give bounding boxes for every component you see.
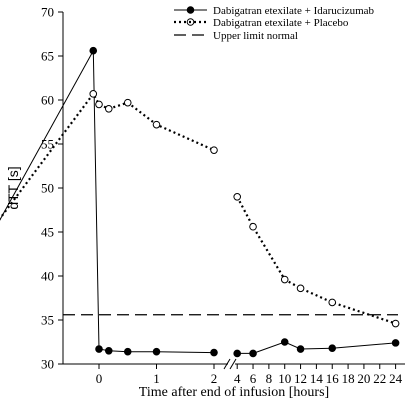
data-point-placebo	[123, 98, 132, 107]
x-tick-label: 24	[389, 371, 403, 386]
legend: Dabigatran etexilate + Idarucizumab Dabi…	[174, 5, 375, 42]
legend-label-upper-limit: Upper limit normal	[213, 30, 298, 42]
data-point-placebo	[391, 319, 400, 328]
data-point-placebo	[152, 120, 161, 129]
data-point-placebo	[249, 222, 257, 231]
y-tick-label: 60	[41, 93, 54, 108]
data-point-idarucizumab	[89, 46, 98, 55]
x-tick-label: 10	[278, 371, 291, 386]
x-axis-title: Time after end of infusion [hours]	[139, 385, 329, 400]
y-tick-label: 55	[41, 137, 54, 152]
series-line-placebo	[236, 196, 396, 325]
x-tick-label: 20	[357, 371, 370, 386]
data-point-idarucizumab	[95, 345, 103, 353]
data-point-placebo	[104, 105, 113, 113]
x-tick-label: 18	[342, 371, 355, 386]
y-tick-label: 45	[41, 225, 54, 240]
data-point-idarucizumab	[296, 345, 305, 353]
x-tick-label: 1	[153, 371, 160, 386]
data-point-placebo	[89, 90, 98, 98]
data-point-idarucizumab	[104, 347, 113, 355]
y-tick-label: 40	[41, 269, 54, 284]
legend-label-placebo: Dabigatran etexilate + Placebo	[213, 17, 349, 29]
y-tick-label: 50	[41, 181, 54, 196]
plot-area: 303540455055606570-201246810121416182022…	[0, 5, 405, 386]
data-point-placebo	[95, 100, 103, 109]
x-tick-label: 16	[326, 371, 340, 386]
y-tick-label: 70	[41, 5, 54, 20]
data-point-placebo	[233, 193, 241, 201]
data-point-placebo	[280, 275, 289, 284]
y-tick-label: 65	[41, 49, 54, 64]
legend-label-idarucizumab: Dabigatran etexilate + Idarucizumab	[213, 5, 375, 17]
data-point-idarucizumab	[210, 348, 218, 357]
data-point-placebo	[328, 298, 337, 307]
data-point-placebo	[296, 284, 305, 293]
data-point-idarucizumab	[123, 347, 132, 356]
axis-break-mark	[229, 358, 237, 370]
x-tick-label: 14	[310, 371, 324, 386]
x-tick-label: 8	[266, 371, 273, 386]
x-tick-label: 6	[250, 371, 257, 386]
x-tick-label: 12	[294, 371, 307, 386]
data-point-idarucizumab	[249, 349, 257, 358]
data-point-idarucizumab	[152, 347, 161, 356]
data-point-idarucizumab	[391, 339, 400, 347]
x-tick-label: 4	[234, 371, 241, 386]
x-tick-label: 0	[96, 371, 103, 386]
axis-break-mark	[223, 358, 231, 370]
series-line-placebo	[0, 91, 215, 221]
data-point-idarucizumab	[233, 349, 241, 358]
x-tick-label: 2	[211, 371, 218, 386]
y-tick-label: 30	[41, 357, 54, 372]
x-tick-label: 22	[373, 371, 386, 386]
y-tick-label: 35	[41, 313, 54, 328]
series-line-idarucizumab	[0, 48, 215, 354]
data-point-idarucizumab	[280, 338, 289, 346]
data-point-idarucizumab	[328, 344, 337, 352]
data-point-placebo	[210, 146, 218, 154]
series-line-idarucizumab	[237, 341, 396, 354]
y-axis-title: dTT [s]	[5, 166, 21, 209]
